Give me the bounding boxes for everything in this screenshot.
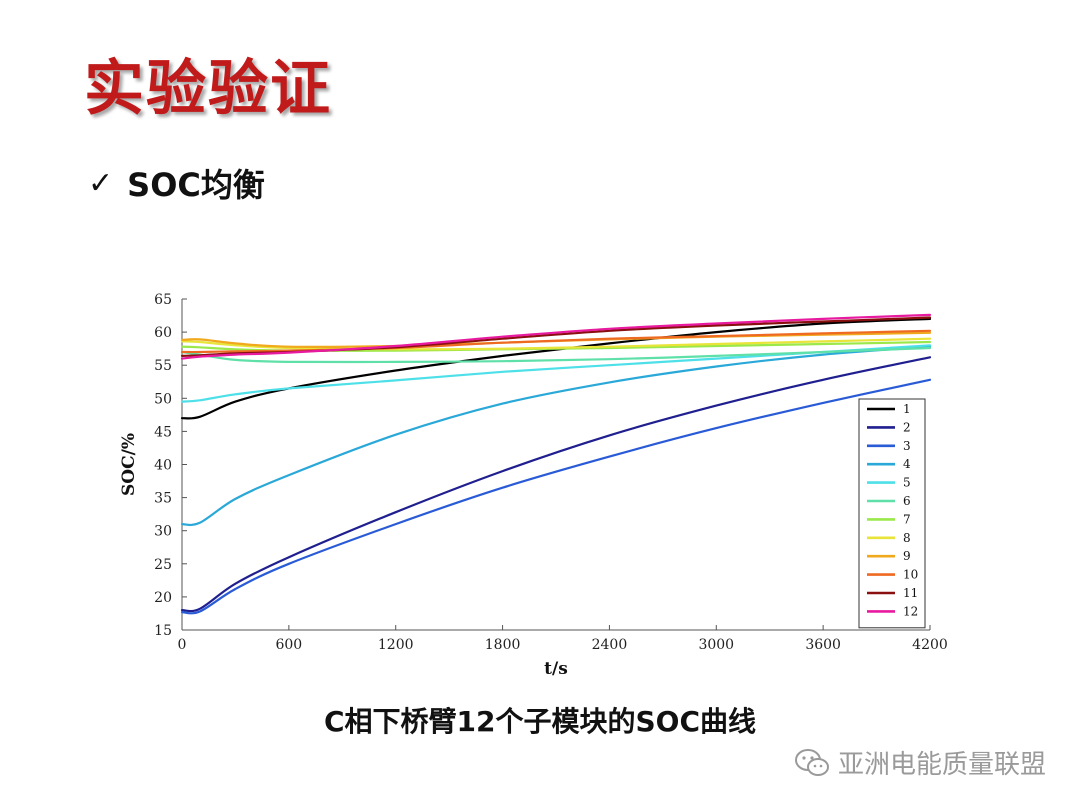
slide-title: 实验验证 — [84, 54, 332, 124]
x-tick-label: 0 — [178, 637, 187, 653]
x-tick-label: 3000 — [698, 637, 734, 653]
wechat-icon — [794, 748, 829, 776]
legend-label-12: 12 — [903, 604, 918, 618]
legend-label-5: 5 — [903, 476, 911, 490]
series-line-12 — [180, 313, 932, 360]
series-lines — [180, 313, 932, 615]
legend-label-4: 4 — [903, 457, 911, 471]
x-tick-label: 600 — [275, 637, 302, 653]
y-tick-label: 65 — [154, 292, 172, 308]
y-tick-label: 25 — [154, 557, 172, 573]
series-line-2 — [180, 356, 932, 613]
x-tick-label: 1200 — [378, 637, 414, 653]
y-tick-label: 20 — [154, 590, 172, 606]
series-line-8 — [180, 337, 932, 351]
y-axis-label: SOC/% — [119, 433, 139, 496]
bullet-heading: ✓ SOC均衡 — [88, 160, 265, 206]
legend-box — [858, 398, 926, 629]
x-axis-label: t/s — [544, 659, 568, 679]
legend-label-8: 8 — [903, 531, 911, 545]
legend-label-6: 6 — [903, 494, 911, 508]
legend-label-11: 11 — [903, 586, 918, 600]
axes: 0 600 1200 1800 2400 3000 3600 4200152025303540… — [119, 292, 948, 679]
bullet-text: SOC均衡 — [127, 166, 265, 204]
x-tick-label: 4200 — [912, 637, 948, 653]
watermark: 亚洲电能质量联盟 — [794, 744, 1046, 781]
legend-label-3: 3 — [903, 439, 911, 453]
series-line-4 — [180, 345, 932, 527]
y-tick-label: 30 — [154, 524, 172, 540]
legend-label-9: 9 — [903, 549, 911, 563]
x-tick-label: 1800 — [485, 637, 521, 653]
soc-line-chart: 0 600 1200 1800 2400 3000 3600 4200152025303540… — [119, 292, 948, 679]
series-line-10 — [180, 329, 932, 354]
legend-label-2: 2 — [903, 420, 911, 434]
legend-label-1: 1 — [903, 402, 911, 416]
x-tick-label: 2400 — [592, 637, 628, 653]
y-tick-label: 35 — [154, 491, 172, 507]
y-tick-label: 15 — [154, 623, 172, 639]
series-line-11 — [180, 316, 932, 357]
chart-caption: C相下桥臂12个子模块的SOC曲线 — [323, 705, 757, 738]
y-tick-label: 55 — [154, 358, 172, 374]
x-tick-label: 3600 — [805, 637, 841, 653]
series-line-6 — [180, 346, 932, 364]
y-tick-label: 60 — [154, 325, 172, 341]
y-tick-label: 45 — [154, 424, 172, 440]
legend-label-7: 7 — [903, 512, 911, 526]
series-line-3 — [180, 378, 932, 615]
series-line-1 — [180, 317, 932, 420]
watermark-text: 亚洲电能质量联盟 — [837, 750, 1046, 780]
legend-label-10: 10 — [903, 568, 918, 582]
y-tick-label: 40 — [154, 458, 172, 474]
checkmark-icon: ✓ — [88, 165, 114, 201]
y-tick-label: 50 — [154, 391, 172, 407]
